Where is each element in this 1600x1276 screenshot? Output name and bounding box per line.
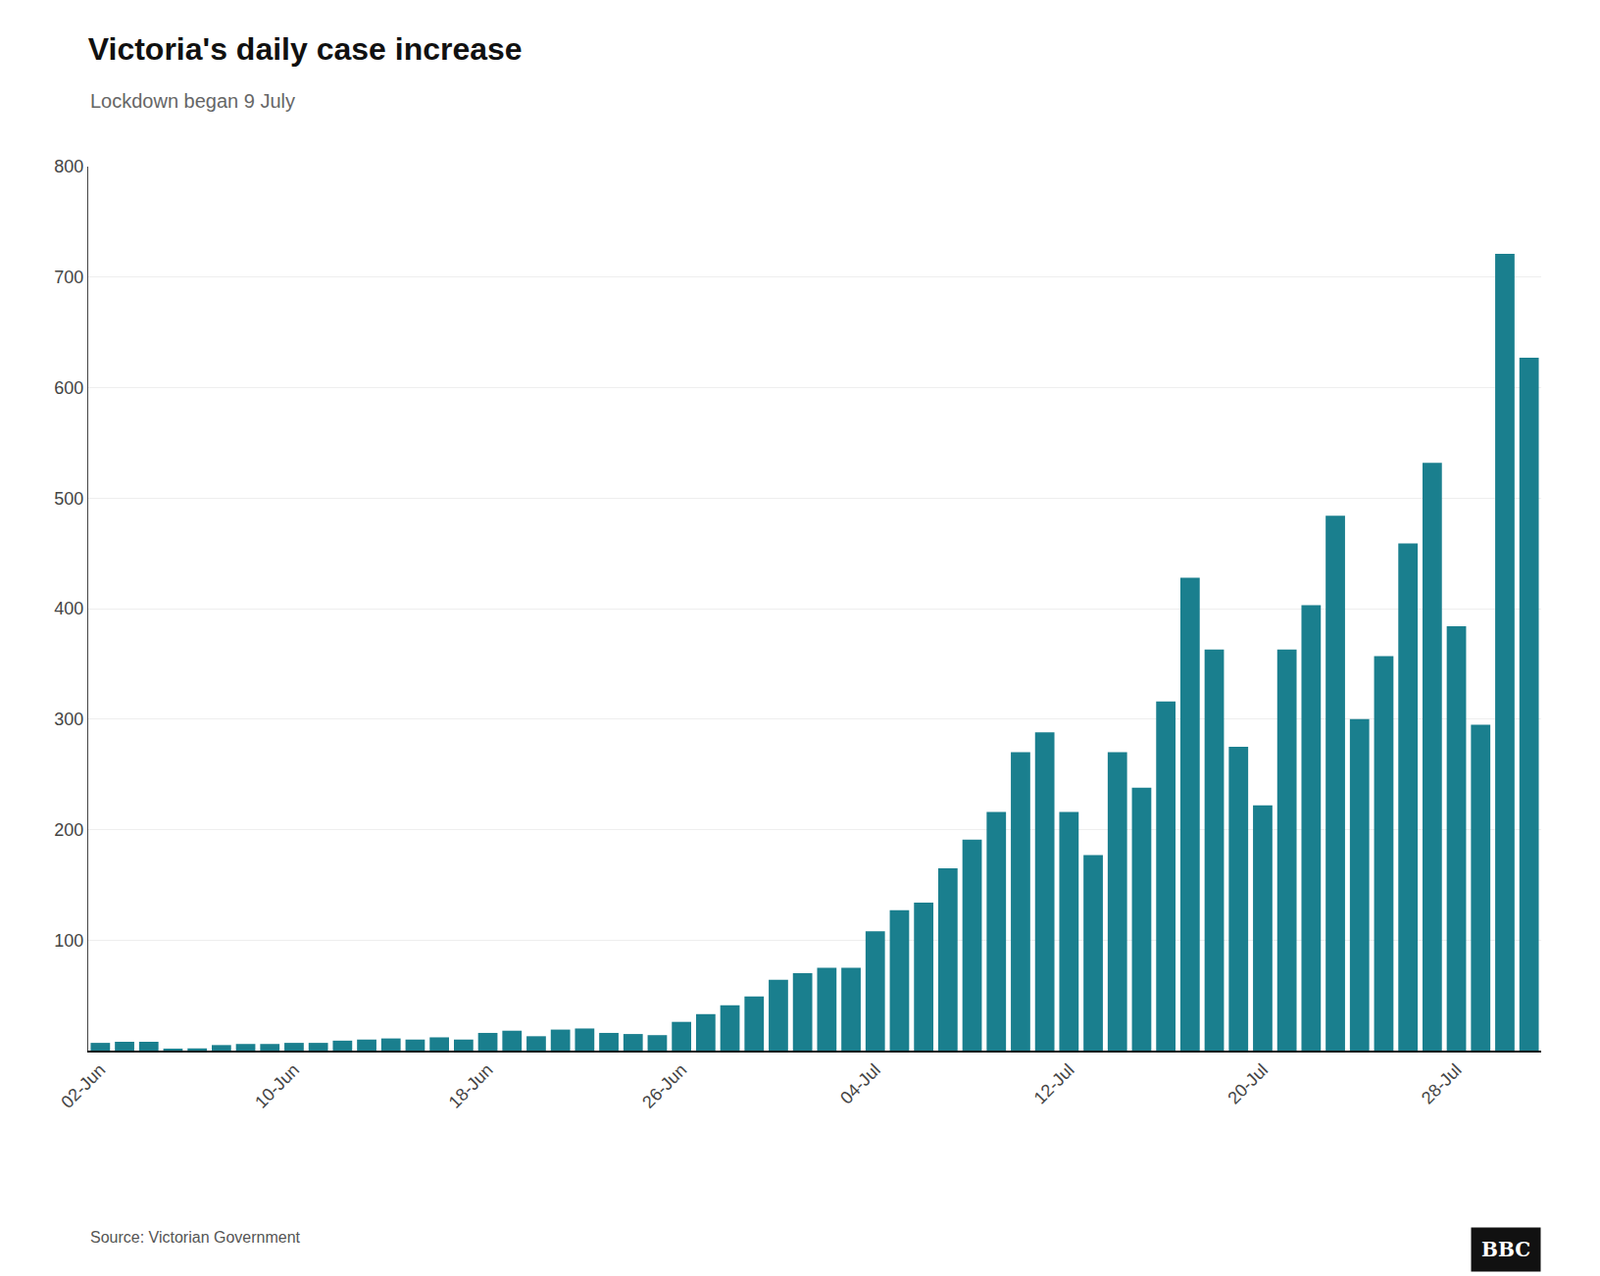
svg-text:Victoria's daily case increase: Victoria's daily case increase xyxy=(88,31,523,67)
svg-text:02-Jun: 02-Jun xyxy=(56,1060,109,1113)
svg-text:10-Jun: 10-Jun xyxy=(250,1060,303,1113)
svg-text:28-Jul: 28-Jul xyxy=(1417,1060,1466,1109)
svg-text:BBC: BBC xyxy=(1481,1238,1531,1262)
svg-text:04-Jul: 04-Jul xyxy=(836,1060,885,1109)
svg-text:20-Jul: 20-Jul xyxy=(1223,1060,1272,1109)
svg-text:200: 200 xyxy=(53,820,84,841)
svg-text:500: 500 xyxy=(53,489,84,509)
svg-text:Lockdown began 9 July: Lockdown began 9 July xyxy=(90,90,296,112)
svg-text:100: 100 xyxy=(53,931,84,951)
svg-text:300: 300 xyxy=(53,709,84,730)
svg-text:18-Jun: 18-Jun xyxy=(445,1060,498,1113)
svg-text:26-Jun: 26-Jun xyxy=(638,1060,691,1113)
svg-text:800: 800 xyxy=(53,156,84,177)
svg-text:700: 700 xyxy=(53,267,84,288)
svg-text:12-Jul: 12-Jul xyxy=(1030,1060,1079,1109)
svg-text:400: 400 xyxy=(53,599,84,619)
svg-text:Source: Victorian Government: Source: Victorian Government xyxy=(90,1229,301,1247)
svg-text:600: 600 xyxy=(53,378,84,399)
